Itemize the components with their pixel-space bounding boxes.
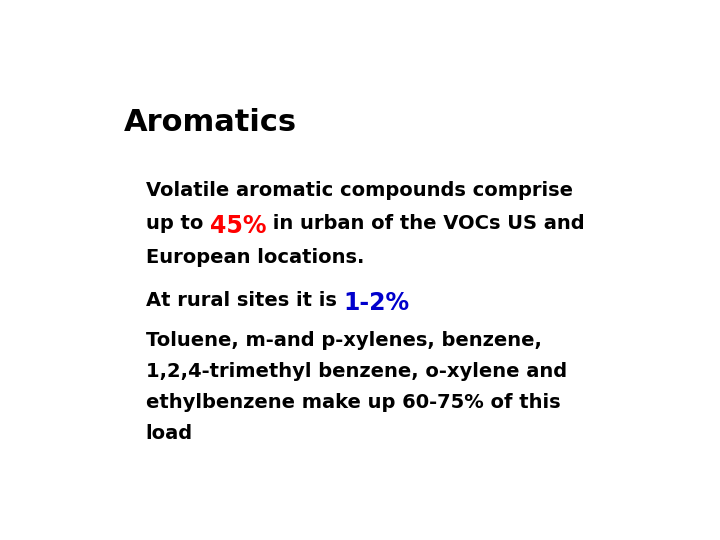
Text: 1-2%: 1-2% — [343, 292, 410, 315]
Text: 1,2,4-trimethyl benzene, o-xylene and: 1,2,4-trimethyl benzene, o-xylene and — [145, 362, 567, 381]
Text: ethylbenzene make up 60-75% of this: ethylbenzene make up 60-75% of this — [145, 393, 560, 412]
Text: European locations.: European locations. — [145, 248, 364, 267]
Text: 45%: 45% — [210, 214, 266, 239]
Text: At rural sites it is: At rural sites it is — [145, 292, 343, 310]
Text: Toluene, m-and p-xylenes, benzene,: Toluene, m-and p-xylenes, benzene, — [145, 331, 541, 350]
Text: up to: up to — [145, 214, 210, 233]
Text: in urban of the VOCs US and: in urban of the VOCs US and — [266, 214, 585, 233]
Text: Aromatics: Aromatics — [124, 109, 297, 138]
Text: load: load — [145, 424, 193, 443]
Text: Volatile aromatic compounds comprise: Volatile aromatic compounds comprise — [145, 181, 573, 200]
